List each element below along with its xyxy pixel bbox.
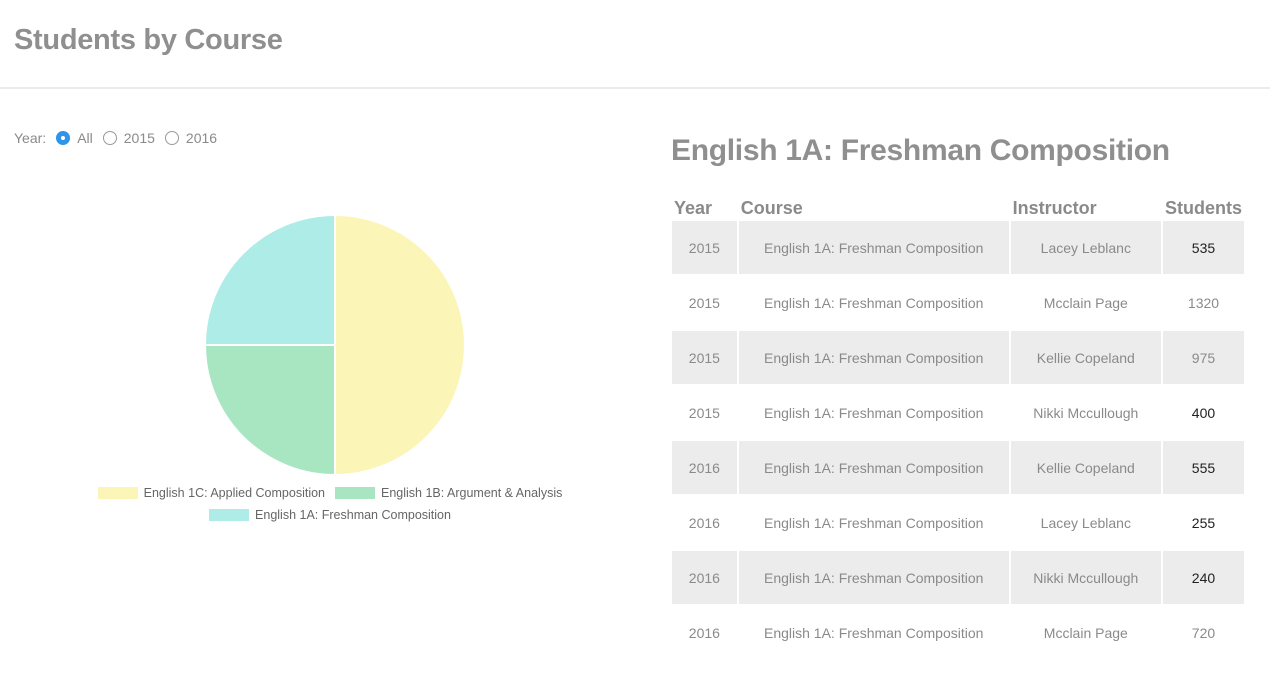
table-row: 2016 English 1A: Freshman Composition La…	[672, 496, 1244, 549]
year-option-all[interactable]: All	[56, 130, 93, 146]
cell-students: 255	[1191, 514, 1216, 531]
year-option-label: All	[77, 130, 93, 146]
column-header-year: Year	[674, 197, 713, 218]
cell-students: 555	[1162, 441, 1244, 494]
cell-year: 2016	[672, 551, 737, 604]
cell-instructor: Kellie Copeland	[1010, 441, 1161, 494]
chart-legend: English 1C: Applied Composition English …	[0, 482, 660, 526]
legend-label: English 1C: Applied Composition	[143, 486, 325, 500]
cell-students: 535	[1162, 221, 1244, 274]
cell-students: 720	[1191, 624, 1216, 641]
table-row: 2015 English 1A: Freshman Composition Mc…	[672, 276, 1244, 329]
cell-course: English 1A: Freshman Composition	[738, 221, 1009, 274]
cell-year: 2015	[672, 331, 737, 384]
cell-instructor: Kellie Copeland	[1010, 331, 1161, 384]
year-filter-label: Year:	[14, 130, 47, 146]
cell-course: English 1A: Freshman Composition	[763, 294, 984, 311]
table-header-row: Year Course Instructor Students	[672, 195, 1244, 219]
cell-instructor: Lacey Leblanc	[1010, 221, 1161, 274]
year-option-2016[interactable]: 2016	[164, 130, 218, 146]
cell-students: 1320	[1187, 294, 1220, 311]
pie-slice-1a[interactable]	[203, 213, 336, 346]
cell-course: English 1A: Freshman Composition	[738, 331, 1009, 384]
year-option-label: 2015	[123, 130, 155, 146]
cell-course: English 1A: Freshman Composition	[763, 624, 984, 641]
legend-item-1c[interactable]: English 1C: Applied Composition	[97, 486, 325, 500]
radio-2016[interactable]	[164, 131, 179, 145]
cell-instructor: Mcclain Page	[1043, 294, 1128, 311]
cell-year: 2015	[672, 221, 737, 274]
cell-instructor: Nikki Mccullough	[1010, 551, 1161, 604]
cell-students: 240	[1162, 551, 1244, 604]
table-row: 2015 English 1A: Freshman Composition Ke…	[672, 331, 1244, 384]
cell-year: 2015	[688, 294, 720, 311]
table-row: 2015 English 1A: Freshman Composition Ni…	[672, 386, 1244, 439]
radio-2015[interactable]	[102, 131, 117, 145]
year-filter: Year: All 2015 2016	[14, 128, 227, 148]
cell-course: English 1A: Freshman Composition	[763, 514, 984, 531]
table-row: 2015 English 1A: Freshman Composition La…	[672, 221, 1244, 274]
legend-item-1a[interactable]: English 1A: Freshman Composition	[209, 508, 451, 522]
legend-swatch	[335, 487, 375, 499]
cell-students: 975	[1162, 331, 1244, 384]
radio-all[interactable]	[56, 131, 71, 145]
cell-course: English 1A: Freshman Composition	[738, 441, 1009, 494]
cell-instructor: Mcclain Page	[1043, 624, 1128, 641]
legend-swatch	[209, 509, 250, 521]
students-table: Year Course Instructor Students 2015 Eng…	[670, 193, 1246, 661]
page-title: Students by Course	[14, 24, 283, 56]
pie-chart-svg	[203, 213, 466, 477]
cell-year: 2016	[672, 441, 737, 494]
legend-item-1b[interactable]: English 1B: Argument & Analysis	[335, 486, 562, 500]
cell-students: 400	[1191, 404, 1216, 421]
page-header: Students by Course	[0, 0, 1270, 89]
detail-title: English 1A: Freshman Composition	[671, 134, 1170, 167]
cell-course: English 1A: Freshman Composition	[738, 551, 1009, 604]
cell-year: 2016	[688, 624, 720, 641]
legend-swatch	[97, 487, 138, 499]
pie-slice-1b[interactable]	[203, 344, 336, 477]
year-option-label: 2016	[185, 130, 218, 146]
column-header-instructor: Instructor	[1012, 197, 1097, 218]
column-header-course: Course	[740, 197, 803, 218]
year-option-2015[interactable]: 2015	[102, 130, 155, 146]
cell-course: English 1A: Freshman Composition	[763, 404, 984, 421]
table-row: 2016 English 1A: Freshman Composition Ni…	[672, 551, 1244, 604]
cell-year: 2015	[688, 404, 720, 421]
pie-slice-1c[interactable]	[334, 213, 466, 477]
table-row: 2016 English 1A: Freshman Composition Ke…	[672, 441, 1244, 494]
cell-instructor: Lacey Leblanc	[1040, 514, 1131, 531]
table-row: 2016 English 1A: Freshman Composition Mc…	[672, 606, 1244, 659]
pie-chart	[200, 210, 470, 480]
legend-label: English 1B: Argument & Analysis	[381, 486, 563, 500]
cell-year: 2016	[688, 514, 720, 531]
cell-instructor: Nikki Mccullough	[1033, 404, 1139, 421]
column-header-students: Students	[1164, 197, 1242, 218]
legend-label: English 1A: Freshman Composition	[255, 508, 451, 522]
